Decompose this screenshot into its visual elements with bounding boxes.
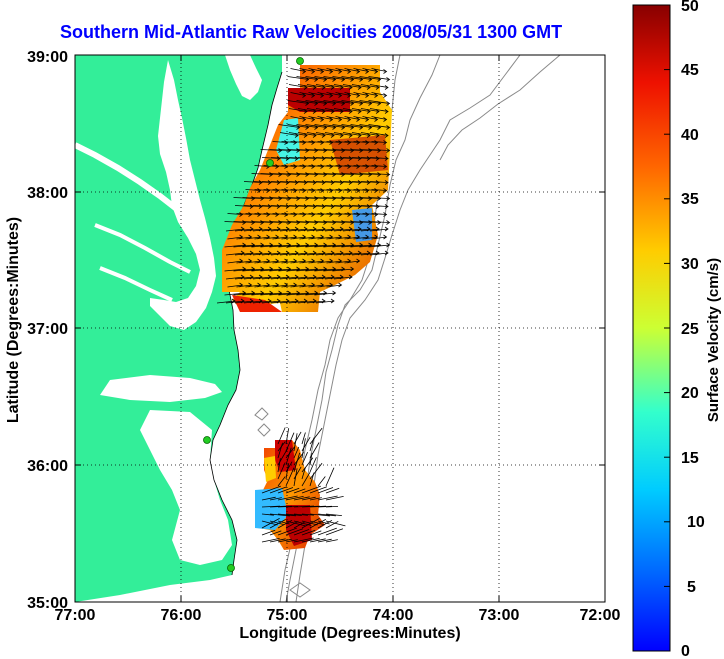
colorbar-gradient — [632, 4, 671, 652]
colorbar-tick: 10 — [687, 514, 705, 531]
colorbar-tick: 0 — [681, 643, 690, 659]
x-tick-label: 76:00 — [161, 607, 202, 624]
colorbar-tick: 50 — [681, 0, 699, 15]
map-grid — [75, 55, 605, 602]
y-tick-label: 38:00 — [27, 185, 68, 202]
colorbar-tick: 30 — [681, 256, 699, 273]
y-tick-label: 35:00 — [27, 595, 68, 612]
y-axis: 39:00 38:00 37:00 36:00 35:00 — [27, 49, 605, 612]
map-title: Southern Mid-Atlantic Raw Velocities 200… — [60, 22, 563, 42]
station-marker — [296, 57, 304, 65]
york-river — [99, 266, 173, 302]
velocity-vectors — [216, 68, 391, 543]
station-marker — [227, 564, 235, 572]
x-axis: 77:00 76:00 75:00 74:00 73:00 72:00 — [55, 55, 621, 624]
pamlico-sound — [140, 410, 232, 565]
delaware-bay — [225, 55, 262, 100]
colorbar-tick: 35 — [681, 191, 699, 208]
radar-stations — [203, 57, 304, 572]
x-tick-label: 72:00 — [580, 607, 621, 624]
potomac-river — [75, 142, 180, 213]
chesapeake-bay — [150, 60, 216, 330]
y-tick-label: 39:00 — [27, 49, 68, 66]
x-axis-label: Longitude (Degrees:Minutes) — [239, 625, 461, 642]
colorbar-tick: 20 — [681, 385, 699, 402]
colorbar-tick: 45 — [681, 62, 699, 79]
colorbar-tick: 40 — [681, 127, 699, 144]
coastal-detail — [209, 71, 283, 576]
colorbar-tick: 25 — [681, 321, 699, 338]
colorbar-tick: 5 — [687, 579, 696, 596]
x-tick-label: 74:00 — [373, 607, 414, 624]
colorbar: 50 45 40 35 30 25 20 15 10 5 0 — [632, 0, 705, 659]
colorbar-tick: 15 — [681, 450, 699, 467]
station-marker — [266, 159, 274, 167]
albemarle-sound — [100, 375, 222, 402]
station-marker — [203, 436, 211, 444]
x-tick-label: 73:00 — [479, 607, 520, 624]
rappahannock-river — [94, 223, 191, 274]
land-coastline — [75, 55, 282, 602]
x-tick-label: 77:00 — [55, 607, 96, 624]
y-tick-label: 37:00 — [27, 321, 68, 338]
y-tick-label: 36:00 — [27, 458, 68, 475]
x-tick-label: 75:00 — [267, 607, 308, 624]
